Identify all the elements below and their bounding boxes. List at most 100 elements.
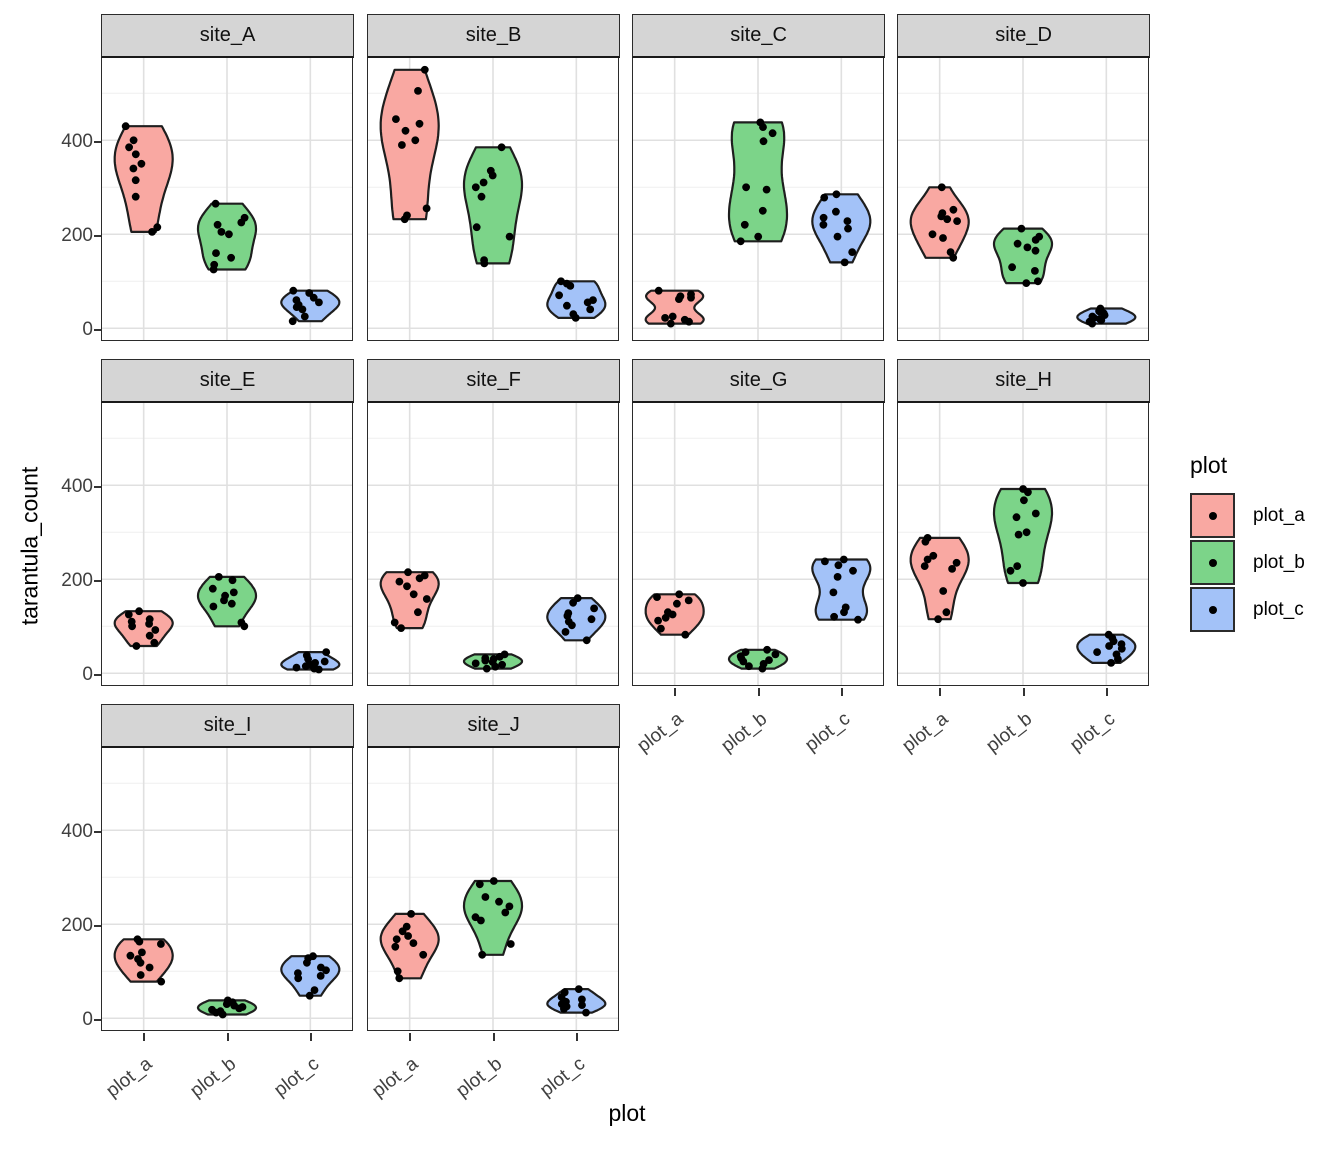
data-point xyxy=(471,659,480,668)
legend-item-plot-b: plot_b xyxy=(1190,540,1340,585)
data-point xyxy=(1034,277,1042,286)
y-tick-label: 200 xyxy=(61,914,93,936)
facet-panel xyxy=(101,58,353,341)
data-point xyxy=(478,950,487,959)
data-point xyxy=(833,232,842,241)
data-point xyxy=(151,626,160,634)
data-point xyxy=(758,206,767,215)
data-point xyxy=(131,150,140,159)
data-point xyxy=(392,935,401,944)
violin-plot_b xyxy=(727,121,789,243)
jitter-points-plot_a xyxy=(928,183,961,262)
facet-strip: site_C xyxy=(632,14,886,58)
facet-canvas xyxy=(102,403,352,685)
data-point xyxy=(684,596,693,605)
facet-panel xyxy=(101,748,353,1031)
data-point xyxy=(472,223,481,232)
data-point xyxy=(654,616,662,625)
data-point xyxy=(839,555,848,564)
data-point xyxy=(128,622,136,631)
data-point xyxy=(315,298,323,307)
y-tick-mark xyxy=(94,485,101,488)
data-point xyxy=(1017,224,1026,233)
data-point xyxy=(211,199,220,208)
violin-plot_a xyxy=(909,536,970,621)
data-point xyxy=(292,663,301,672)
data-point xyxy=(240,622,249,631)
violin-plot_a xyxy=(909,186,970,259)
jitter-points-plot_a xyxy=(392,65,431,224)
facet-strip-label: site_F xyxy=(466,369,521,391)
data-point xyxy=(921,537,930,546)
data-point xyxy=(506,940,515,948)
data-point xyxy=(136,971,145,979)
facet-strip-label: site_I xyxy=(203,714,252,736)
legend-label: plot_c xyxy=(1253,598,1304,620)
data-point xyxy=(409,939,418,947)
data-point xyxy=(920,562,929,570)
violin-plot_a xyxy=(379,571,440,630)
facet-panel xyxy=(367,58,619,341)
data-point xyxy=(1022,528,1031,537)
data-point xyxy=(763,645,771,654)
data-point xyxy=(220,596,228,605)
x-tick-label: plot_a xyxy=(633,708,688,757)
data-point xyxy=(235,1004,244,1013)
data-point xyxy=(398,141,406,149)
data-point xyxy=(739,657,748,666)
jitter-points-plot_b xyxy=(471,877,515,959)
y-tick-mark xyxy=(94,328,101,331)
data-point xyxy=(942,608,951,617)
y-tick-label: 200 xyxy=(61,224,93,246)
facet-strip: site_G xyxy=(632,359,886,403)
data-point xyxy=(854,615,862,624)
data-point xyxy=(145,631,154,640)
data-point xyxy=(145,963,154,972)
data-point xyxy=(222,1000,231,1008)
data-point xyxy=(834,561,843,570)
data-point xyxy=(135,937,144,946)
data-point xyxy=(310,986,319,994)
data-point xyxy=(668,312,677,321)
data-point xyxy=(136,958,145,967)
x-tick-label: plot_b xyxy=(717,708,771,757)
data-point xyxy=(391,942,400,951)
legend-item-plot-c: plot_c xyxy=(1190,587,1340,632)
data-point xyxy=(555,291,563,300)
data-point xyxy=(415,574,424,583)
violin-plot_a xyxy=(113,610,174,648)
data-point xyxy=(568,621,576,630)
data-point xyxy=(475,880,484,889)
y-tick-label: 200 xyxy=(61,569,93,591)
data-point xyxy=(1006,566,1015,575)
violin-plot_c xyxy=(280,955,341,997)
y-tick-label: 0 xyxy=(82,663,93,685)
data-point xyxy=(681,630,690,639)
data-point xyxy=(294,974,303,983)
facet-strip: site_B xyxy=(367,14,621,58)
data-point xyxy=(125,143,133,152)
x-axis-title: plot xyxy=(608,1100,646,1126)
data-point xyxy=(400,215,409,224)
x-tick-label: plot_c xyxy=(801,708,855,757)
jitter-points-plot_b xyxy=(1006,485,1040,587)
data-point xyxy=(1031,267,1039,275)
data-point xyxy=(488,171,497,180)
data-point xyxy=(407,910,415,918)
jitter-points-plot_a xyxy=(124,607,160,650)
data-point xyxy=(569,598,577,607)
data-point xyxy=(415,119,424,128)
jitter-points-plot_c xyxy=(294,952,330,1000)
x-tick-label: plot_a xyxy=(102,1053,157,1102)
data-point xyxy=(237,218,246,227)
data-point xyxy=(929,551,938,560)
data-point xyxy=(675,295,683,303)
facet-panel xyxy=(897,403,1149,686)
x-tick-label: plot_c xyxy=(270,1053,324,1102)
data-point xyxy=(320,657,329,666)
data-point xyxy=(1019,579,1027,587)
data-point xyxy=(843,217,852,226)
data-point xyxy=(939,234,947,242)
x-tick-mark xyxy=(575,1033,578,1042)
data-point xyxy=(1105,642,1113,650)
